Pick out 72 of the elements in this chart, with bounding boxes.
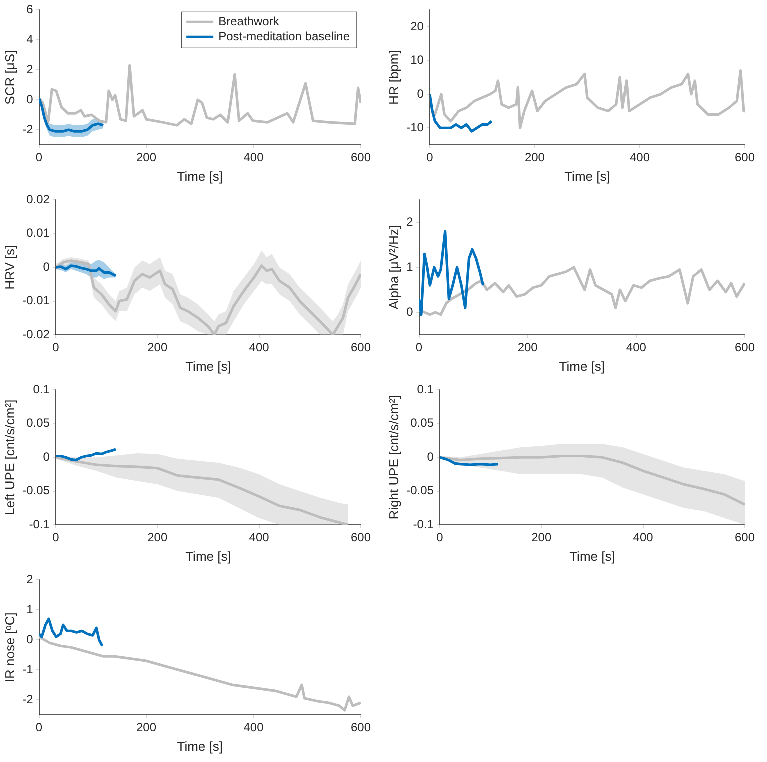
y-tick-label: 2 [26,62,34,76]
y-tick-label: -1 [22,662,34,676]
y-tick-label: -2 [22,692,34,706]
y-tick-label: 20 [410,19,424,34]
y-tick-label: -10 [406,120,424,134]
x-tick-label: 600 [350,340,372,355]
x-tick-label: 200 [136,720,157,735]
x-tick-label: 400 [244,150,264,165]
x-axis-title: Time [s] [559,358,606,374]
y-tick-label: 0.1 [417,382,434,397]
x-axis-title: Time [s] [570,548,616,564]
x-tick-label: 600 [350,720,372,735]
x-axis-title: Time [s] [177,738,224,754]
x-axis-title: Time [s] [186,358,232,374]
y-tick-label: 10 [410,53,424,68]
y-tick-label: 1 [26,602,34,616]
y-tick-label: 2 [26,572,34,587]
x-tick-label: 200 [532,530,552,545]
x-tick-label: 600 [734,530,756,545]
x-tick-label: 200 [518,340,538,355]
x-tick-label: 200 [136,150,157,165]
y-tick-label: -0.05 [22,484,50,498]
x-tick-label: 0 [52,340,60,355]
y-tick-label: -0.05 [406,484,434,498]
y-tick-label: 6 [26,2,34,17]
y-tick-label: -0.01 [22,294,50,308]
y-axis-title: Alpha [μV²/Hz] [386,226,402,310]
y-tick-label: 0 [417,86,424,101]
x-tick-label: 400 [249,530,270,545]
x-tick-label: 200 [148,340,168,355]
x-tick-label: 400 [626,340,647,355]
x-tick-label: 0 [52,530,60,545]
x-axis-title: Time [s] [186,548,232,564]
y-tick-label: -0.02 [22,327,50,342]
y-tick-label: 0 [26,632,34,646]
y-axis-title: HR [bpm] [386,50,402,106]
y-axis-title: HRV [s] [2,245,18,290]
y-tick-label: 1 [406,260,414,274]
y-tick-label: -0.1 [29,517,50,532]
x-tick-label: 600 [350,530,372,545]
y-axis-title: SCR [μS] [2,50,18,105]
y-axis-title: Left UPE [cnt/s/cm²] [2,400,18,516]
y-tick-label: -2 [22,122,34,136]
y-tick-label: 0.05 [26,416,50,430]
y-tick-label: 2 [406,214,414,229]
legend-label: Post-meditation baseline [218,30,350,44]
x-tick-label: 400 [630,150,650,165]
y-tick-label: 0 [427,450,434,464]
legend-label: Breathwork [218,14,280,29]
x-tick-label: 600 [350,150,372,165]
y-tick-label: 0 [406,304,414,319]
x-tick-label: 600 [734,150,756,165]
y-tick-label: 0.01 [26,226,50,240]
y-tick-label: -0.1 [413,517,434,532]
y-tick-label: 0 [43,450,50,464]
y-tick-label: 0.05 [410,416,434,430]
y-tick-label: 0.1 [33,382,50,397]
x-tick-label: 400 [244,720,264,735]
x-tick-label: 400 [633,530,654,545]
y-tick-label: 0.02 [26,192,50,207]
y-tick-label: 4 [26,32,34,46]
x-tick-label: 200 [148,530,168,545]
x-tick-label: 0 [436,530,444,545]
x-axis-title: Time [s] [564,168,610,184]
y-axis-title: Right UPE [cnt/s/cm²] [386,395,402,520]
y-tick-label: 0 [26,92,34,106]
y-tick-label: 0 [43,260,50,274]
x-tick-label: 600 [734,340,756,355]
x-axis-title: Time [s] [177,168,224,184]
x-tick-label: 400 [249,340,270,355]
x-tick-label: 200 [524,150,546,165]
y-axis-title: IR nose [ᵒC] [2,612,18,683]
